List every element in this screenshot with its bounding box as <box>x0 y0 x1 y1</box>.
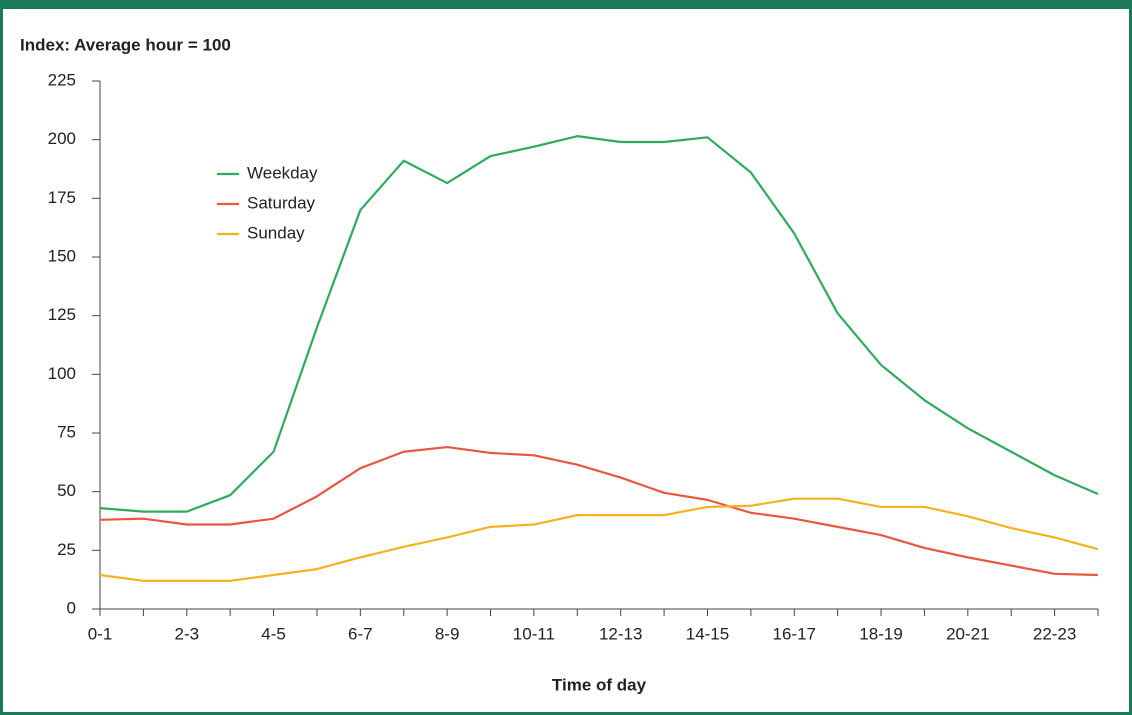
y-tick-label: 100 <box>48 364 76 383</box>
x-tick-label: 0-1 <box>88 624 113 643</box>
x-tick-label: 18-19 <box>859 624 902 643</box>
x-tick-label: 16-17 <box>773 624 816 643</box>
y-tick-label: 75 <box>57 422 76 441</box>
legend-label: Sunday <box>247 223 305 242</box>
x-tick-label: 8-9 <box>435 624 460 643</box>
y-tick-label: 225 <box>48 70 76 89</box>
y-tick-label: 25 <box>57 540 76 559</box>
line <box>99 497 1099 582</box>
y-tick-label: 0 <box>67 598 76 617</box>
y-tick-label: 125 <box>48 305 76 324</box>
x-tick-label: 22-23 <box>1033 624 1076 643</box>
chart-title: Index: Average hour = 100 <box>20 35 231 54</box>
x-axis-title: Time of day <box>552 675 647 694</box>
x-tick-label: 2-3 <box>174 624 199 643</box>
line <box>99 135 1099 513</box>
x-tick-label: 4-5 <box>261 624 286 643</box>
y-tick-label: 150 <box>48 246 76 265</box>
legend-label: Saturday <box>247 193 316 212</box>
legend-label: Weekday <box>247 163 318 182</box>
y-tick-label: 50 <box>57 481 76 500</box>
x-tick-label: 20-21 <box>946 624 989 643</box>
x-tick-label: 14-15 <box>686 624 729 643</box>
line <box>99 445 1099 577</box>
y-tick-label: 175 <box>48 188 76 207</box>
x-tick-label: 10-11 <box>513 624 555 643</box>
x-tick-label: 6-7 <box>348 624 373 643</box>
y-tick-label: 200 <box>48 129 76 148</box>
x-tick-label: 12-13 <box>599 624 642 643</box>
